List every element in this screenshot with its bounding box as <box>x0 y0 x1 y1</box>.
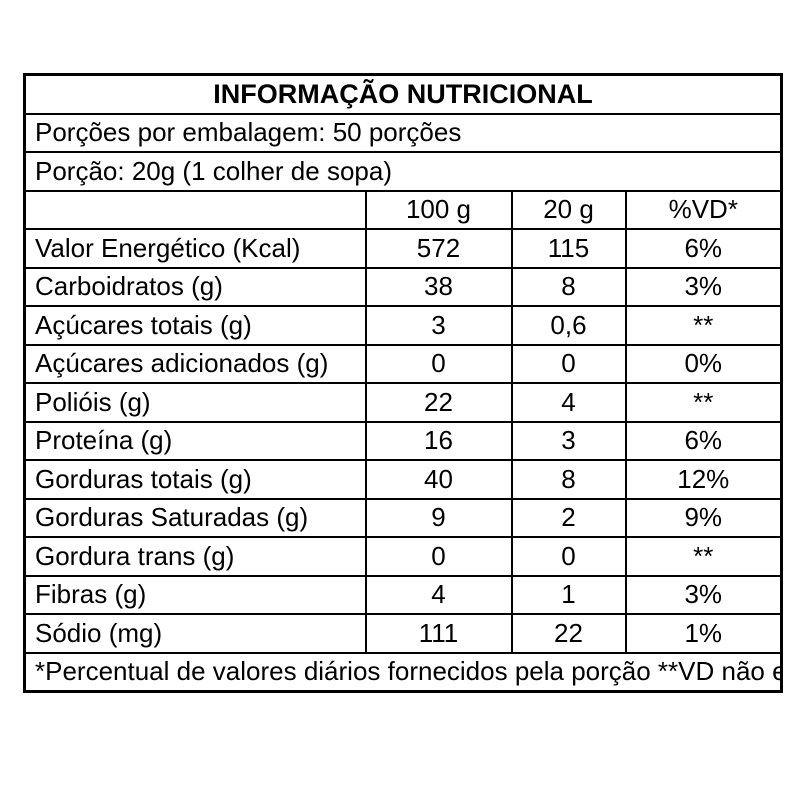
nutrient-row: Gordura trans (g) 0 0 ** <box>23 536 783 577</box>
value-100g: 38 <box>364 266 513 307</box>
value-vd: ** <box>624 536 783 577</box>
column-header-blank <box>23 189 367 230</box>
servings-per-package: Porções por embalagem: 50 porções <box>23 112 783 153</box>
value-20g: 0 <box>510 343 627 384</box>
portion-row: Porção: 20g (1 colher de sopa) <box>23 151 783 192</box>
nutrient-row: Gorduras totais (g) 40 8 12% <box>23 459 783 500</box>
nutrient-name: Carboidratos (g) <box>23 266 367 307</box>
nutrient-name: Fibras (g) <box>23 574 367 615</box>
column-header-vd: %VD* <box>624 189 783 230</box>
nutrient-name: Valor Energético (Kcal) <box>23 228 367 269</box>
table-title: INFORMAÇÃO NUTRICIONAL <box>23 73 783 115</box>
nutrient-row: Carboidratos (g) 38 8 3% <box>23 266 783 307</box>
value-vd: 9% <box>624 497 783 538</box>
nutrient-name: Açúcares totais (g) <box>23 305 367 346</box>
value-vd: 3% <box>624 266 783 307</box>
value-vd: 1% <box>624 613 783 654</box>
nutrient-row: Polióis (g) 22 4 ** <box>23 382 783 423</box>
daily-values-footnote: *Percentual de valores diários fornecido… <box>23 651 783 693</box>
value-20g: 4 <box>510 382 627 423</box>
nutrient-row: Açúcares adicionados (g) 0 0 0% <box>23 343 783 384</box>
value-100g: 22 <box>364 382 513 423</box>
footnote-row: *Percentual de valores diários fornecido… <box>23 651 783 693</box>
column-header-20g: 20 g <box>510 189 627 230</box>
value-20g: 0 <box>510 536 627 577</box>
value-100g: 3 <box>364 305 513 346</box>
value-vd: 6% <box>624 420 783 461</box>
servings-row: Porções por embalagem: 50 porções <box>23 112 783 153</box>
nutrient-row: Sódio (mg) 111 22 1% <box>23 613 783 654</box>
value-100g: 40 <box>364 459 513 500</box>
nutrient-row: Fibras (g) 4 1 3% <box>23 574 783 615</box>
nutrient-name: Proteína (g) <box>23 420 367 461</box>
nutrient-row: Açúcares totais (g) 3 0,6 ** <box>23 305 783 346</box>
value-100g: 572 <box>364 228 513 269</box>
portion-size: Porção: 20g (1 colher de sopa) <box>23 151 783 192</box>
value-vd: 12% <box>624 459 783 500</box>
value-20g: 22 <box>510 613 627 654</box>
nutrient-name: Gordura trans (g) <box>23 536 367 577</box>
value-100g: 0 <box>364 536 513 577</box>
value-20g: 0,6 <box>510 305 627 346</box>
value-vd: ** <box>624 305 783 346</box>
nutrient-name: Sódio (mg) <box>23 613 367 654</box>
value-100g: 16 <box>364 420 513 461</box>
value-100g: 111 <box>364 613 513 654</box>
nutrient-name: Polióis (g) <box>23 382 367 423</box>
column-header-100g: 100 g <box>364 189 513 230</box>
value-100g: 4 <box>364 574 513 615</box>
nutrient-row: Gorduras Saturadas (g) 9 2 9% <box>23 497 783 538</box>
nutrient-row: Valor Energético (Kcal) 572 115 6% <box>23 228 783 269</box>
column-header-row: 100 g 20 g %VD* <box>23 189 783 230</box>
value-100g: 0 <box>364 343 513 384</box>
title-row: INFORMAÇÃO NUTRICIONAL <box>23 73 783 115</box>
value-vd: 3% <box>624 574 783 615</box>
value-20g: 115 <box>510 228 627 269</box>
nutrient-name: Gorduras totais (g) <box>23 459 367 500</box>
nutrient-row: Proteína (g) 16 3 6% <box>23 420 783 461</box>
value-vd: 0% <box>624 343 783 384</box>
nutrient-name: Gorduras Saturadas (g) <box>23 497 367 538</box>
nutrition-facts-table: INFORMAÇÃO NUTRICIONAL Porções por embal… <box>23 73 784 693</box>
value-20g: 3 <box>510 420 627 461</box>
value-vd: 6% <box>624 228 783 269</box>
value-100g: 9 <box>364 497 513 538</box>
value-20g: 2 <box>510 497 627 538</box>
value-20g: 1 <box>510 574 627 615</box>
value-20g: 8 <box>510 459 627 500</box>
value-20g: 8 <box>510 266 627 307</box>
nutrient-name: Açúcares adicionados (g) <box>23 343 367 384</box>
value-vd: ** <box>624 382 783 423</box>
